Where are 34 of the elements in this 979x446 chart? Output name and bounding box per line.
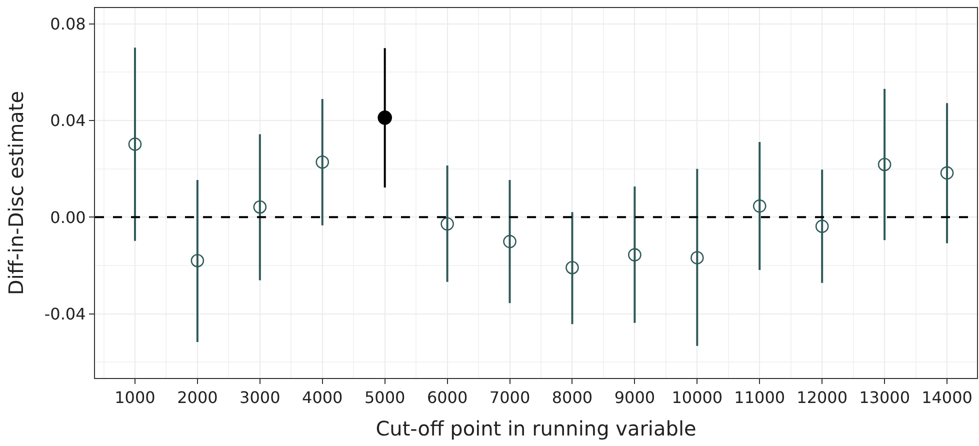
- x-tick-label: 3000: [240, 388, 280, 408]
- point: [316, 155, 330, 169]
- x-tick-label: 13000: [859, 388, 910, 408]
- x-tick-label: 1000: [114, 388, 156, 408]
- x-tick-label: 6000: [426, 388, 468, 408]
- y-tick-label: 0.08: [50, 14, 86, 34]
- x-tick-label: 10000: [672, 388, 723, 408]
- x-tick-label: 8000: [552, 388, 593, 408]
- x-tick-label: 14000: [922, 388, 972, 408]
- point: [503, 234, 516, 248]
- x-tick-label: 11000: [734, 388, 786, 408]
- y-axis-title: Diff-in-Disc estimate: [4, 90, 28, 296]
- y-tick-label: 0.04: [50, 111, 86, 130]
- point: [253, 200, 267, 214]
- point: [815, 220, 829, 233]
- point: [690, 251, 704, 264]
- y-tick-label: 0.00: [50, 208, 86, 227]
- x-tick-label: 7000: [489, 388, 530, 408]
- x-tick-label: 12000: [796, 388, 848, 408]
- y-tick-label: -0.04: [44, 304, 86, 324]
- point: [378, 110, 392, 125]
- point: [940, 166, 954, 180]
- x-tick-label: 2000: [177, 388, 218, 408]
- point: [752, 199, 766, 213]
- point: [190, 254, 204, 268]
- point: [878, 158, 892, 172]
- point: [440, 217, 454, 231]
- point: [566, 260, 579, 274]
- x-tick-label: 5000: [364, 388, 406, 408]
- x-tick-label: 9000: [614, 388, 656, 408]
- x-tick-label: 4000: [302, 388, 343, 408]
- x-axis-title: Cut-off point in running variable: [376, 416, 696, 441]
- point: [128, 138, 142, 151]
- point: [628, 248, 642, 262]
